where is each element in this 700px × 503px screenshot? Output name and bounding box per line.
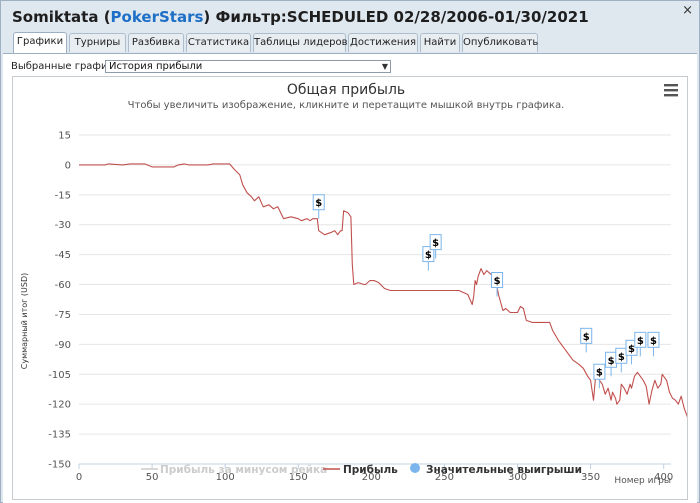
flag-label: $ — [494, 276, 501, 287]
site-close-paren: ) — [203, 8, 211, 26]
y-tick-label: -135 — [48, 430, 71, 441]
big-win-marker: $ — [580, 327, 593, 353]
player-name: Somiktata — [12, 8, 99, 26]
tab-breakdown[interactable]: Разбивка — [128, 33, 184, 52]
flag-box — [312, 194, 325, 211]
profit-line — [79, 163, 700, 435]
menu-icon-bar — [664, 89, 678, 92]
flag-box — [580, 327, 593, 344]
big-win-marker: $ — [634, 331, 647, 357]
big-win-marker: $ — [312, 194, 325, 219]
y-tick-label: -30 — [55, 220, 71, 231]
flag-box — [634, 331, 647, 348]
x-tick-label: 350 — [581, 472, 600, 483]
flag-box — [491, 272, 504, 289]
flag-label: $ — [608, 356, 615, 367]
big-win-marker: $ — [615, 347, 628, 373]
tab-publish[interactable]: Опубликовать — [462, 33, 538, 52]
flag-label: $ — [432, 238, 439, 249]
flag-label: $ — [637, 336, 644, 347]
y-tick-label: -90 — [55, 340, 71, 351]
y-tick-label: -105 — [48, 370, 71, 381]
x-tick-label: 0 — [76, 472, 82, 483]
x-tick-label: 50 — [146, 472, 159, 483]
flag-box — [593, 363, 606, 380]
y-axis-label: Суммарный итог (USD) — [20, 273, 29, 370]
big-win-marker: $ — [593, 363, 606, 389]
flag-label: $ — [596, 368, 603, 379]
content-panel: Выбранные графики: История прибыли ▼ Общ… — [3, 53, 700, 503]
big-win-markers: $$$$$$$ $$$ $ — [312, 194, 660, 389]
title-bar: Somiktata (PokerStars) Фильтр:SCHEDULED … — [1, 1, 699, 33]
chevron-down-icon: ▼ — [381, 62, 388, 71]
filter-text: Фильтр:SCHEDULED 02/28/2006-01/30/2021 — [215, 8, 589, 26]
y-tick-label: -120 — [48, 400, 71, 411]
y-tick-label: -75 — [55, 310, 71, 321]
x-tick-label: 150 — [289, 472, 308, 483]
chart-panel: Общая прибыль Чтобы увеличить изображени… — [12, 76, 700, 500]
big-win-marker: $ — [422, 246, 435, 271]
tab-statistics[interactable]: Статистика — [186, 33, 251, 52]
flag-box — [429, 234, 442, 251]
y-tick-label: 0 — [65, 160, 71, 171]
chart-subtitle: Чтобы увеличить изображение, кликните и … — [128, 100, 565, 111]
window-title: Somiktata (PokerStars) Фильтр:SCHEDULED … — [12, 8, 589, 26]
flag-box — [422, 246, 435, 263]
flag-box — [647, 331, 660, 348]
y-tick-label: -15 — [55, 190, 71, 201]
menu-icon-bar — [664, 84, 678, 87]
legend-bigwin-swatch — [410, 463, 420, 473]
tab-find[interactable]: Найти — [420, 33, 460, 52]
x-tick-labels: 0 50 100 150 200 250 300 350 400 — [76, 464, 673, 483]
menu-icon[interactable] — [664, 84, 678, 97]
legend-item-bigwins[interactable]: Значительные выигрыши — [426, 464, 582, 476]
menu-icon-bar — [664, 94, 678, 97]
flag-label: $ — [650, 336, 657, 347]
big-win-marker: $ — [429, 234, 442, 259]
tab-tournaments[interactable]: Турниры — [69, 33, 126, 52]
chart-select-dropdown[interactable]: История прибыли ▼ — [105, 60, 391, 73]
flag-label: $ — [315, 198, 322, 209]
flag-label: $ — [618, 352, 625, 363]
x-tick-label: 100 — [216, 472, 235, 483]
y-tick-label: -45 — [55, 250, 71, 261]
x-tick-label: 300 — [508, 472, 527, 483]
chart-legend: Прибыль за минусом рейка Прибыль Значите… — [141, 463, 582, 476]
y-tick-label: 15 — [58, 131, 71, 142]
y-tick-labels: 15 0 -15 -30 -45 -60 -75 -90 -105 -120 -135 -150 — [48, 131, 71, 471]
y-tick-label: -150 — [48, 460, 71, 471]
y-gridlines — [79, 134, 671, 435]
x-tick-label: 400 — [654, 472, 673, 483]
x-tick-label: 200 — [362, 472, 381, 483]
x-axis-label: Номер игры — [614, 476, 671, 486]
profit-chart[interactable]: Общая прибыль Чтобы увеличить изображени… — [13, 77, 700, 499]
big-win-marker: $ — [647, 331, 660, 357]
tab-graphs[interactable]: Графики — [13, 32, 67, 53]
legend-item-rake[interactable]: Прибыль за минусом рейка — [160, 464, 327, 476]
flag-label: $ — [425, 250, 432, 261]
chart-select-value: История прибыли — [109, 61, 203, 72]
y-tick-label: -60 — [55, 280, 71, 291]
legend-item-profit[interactable]: Прибыль — [343, 464, 398, 476]
site-link[interactable]: PokerStars — [110, 8, 204, 26]
flag-label: $ — [628, 344, 635, 355]
x-tick-label: 250 — [435, 472, 454, 483]
tab-leaderboards[interactable]: Таблицы лидеров — [253, 33, 348, 52]
close-icon[interactable]: × — [682, 3, 693, 18]
big-win-marker: $ — [605, 351, 618, 377]
flag-label: $ — [583, 332, 590, 343]
tab-achievements[interactable]: Достижения — [348, 33, 418, 52]
site-open-paren: ( — [103, 8, 111, 26]
chart-select-label: Выбранные графики: — [11, 61, 124, 72]
chart-title: Общая прибыль — [287, 82, 405, 98]
profit-series — [79, 163, 700, 435]
big-win-marker: $ — [491, 272, 504, 297]
